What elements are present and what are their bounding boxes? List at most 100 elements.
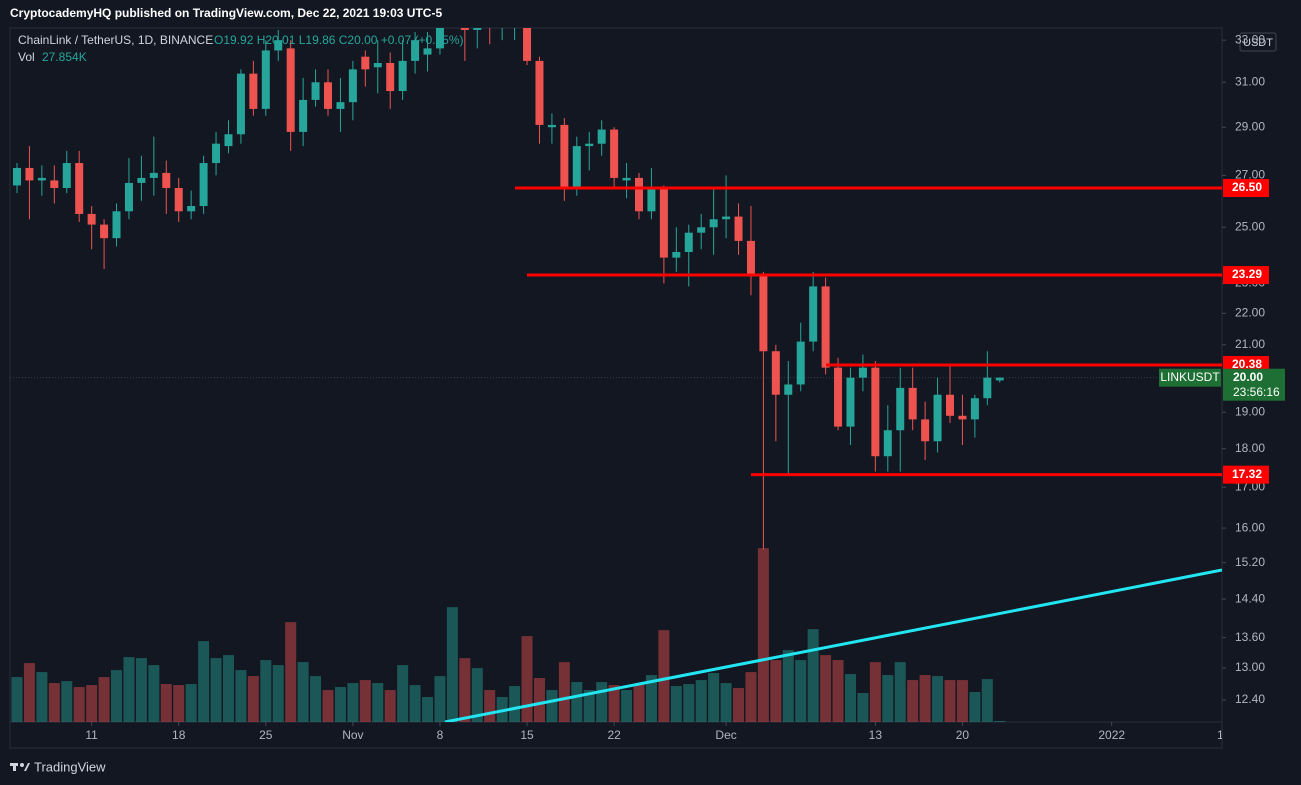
- volume-bar: [384, 690, 396, 722]
- candle-body: [236, 73, 245, 135]
- volume-bar: [36, 672, 48, 722]
- x-tick-label: 25: [259, 728, 273, 742]
- volume-bar: [956, 680, 968, 722]
- x-tick-label: 11: [85, 728, 98, 742]
- volume-bar: [347, 683, 359, 722]
- candle-body: [821, 286, 830, 368]
- volume-bar: [210, 658, 222, 722]
- candle-body: [199, 163, 208, 207]
- volume-bar: [235, 670, 247, 722]
- volume-bar: [446, 607, 458, 722]
- level-label: 26.50: [1232, 180, 1262, 194]
- candle-body: [734, 216, 743, 241]
- candle-body: [286, 48, 295, 132]
- ticker-badge: [1159, 368, 1221, 387]
- currency-badge[interactable]: [1239, 32, 1277, 52]
- candle-body: [983, 377, 992, 399]
- candle-body: [597, 129, 606, 144]
- candle-body: [896, 387, 905, 431]
- volume-bar: [745, 672, 757, 722]
- volume-bar: [708, 673, 720, 722]
- x-tick-label: 13: [869, 728, 883, 742]
- candle-body: [523, 28, 532, 61]
- candle-body: [187, 206, 196, 212]
- volume-bar: [919, 675, 931, 722]
- candle-body: [722, 216, 731, 220]
- candle-body: [124, 182, 133, 212]
- trend-line: [444, 568, 1222, 722]
- volume-bar: [670, 686, 682, 722]
- symbol: ChainLink / TetherUS, 1D, BINANCE: [18, 33, 213, 47]
- volume-bar: [198, 641, 210, 722]
- level-label: 23.29: [1232, 267, 1262, 281]
- volume-bar: [160, 684, 172, 722]
- volume-bar: [247, 676, 259, 722]
- candle-body: [970, 398, 979, 420]
- volume-bar: [882, 675, 894, 722]
- volume-bar: [894, 662, 906, 722]
- volume-bar: [61, 681, 73, 722]
- volume-bar: [558, 662, 570, 722]
- candle-body: [995, 377, 1004, 381]
- volume-bar: [48, 683, 60, 722]
- volume-bar: [795, 660, 807, 722]
- candle-body: [87, 213, 96, 225]
- volume-bar: [509, 686, 521, 722]
- volume-bar: [571, 682, 583, 722]
- y-tick-label: 21.00: [1235, 337, 1265, 351]
- volume-bar: [222, 655, 234, 722]
- volume-bar: [782, 650, 794, 722]
- candle-body: [883, 430, 892, 457]
- candle-body: [348, 69, 357, 103]
- candle-body: [261, 50, 270, 109]
- volume-bar: [148, 665, 160, 722]
- candle-body: [921, 419, 930, 442]
- volume-bar: [409, 685, 421, 722]
- level-label: 20.38: [1232, 357, 1262, 371]
- volume-bar: [334, 687, 346, 722]
- volume-legend-label: Vol: [18, 50, 35, 64]
- candle-body: [958, 415, 967, 420]
- candle-body: [324, 82, 332, 109]
- volume-bar: [683, 684, 695, 722]
- candle-body: [946, 394, 954, 416]
- volume-bar: [583, 690, 595, 722]
- candle-body: [137, 177, 146, 183]
- volume-bar: [944, 680, 956, 722]
- volume-bar: [546, 690, 558, 722]
- x-tick-label: 18: [172, 728, 186, 742]
- volume-bar: [645, 675, 657, 722]
- volume-bar: [173, 685, 185, 722]
- ohlc-legend: O19.92 H20.01 L19.86 C20.00 +0.07 (+0.35…: [214, 33, 464, 47]
- candle-body: [25, 167, 34, 181]
- candle-body: [784, 384, 793, 395]
- candle-body: [100, 224, 109, 239]
- volume-bar: [422, 697, 434, 722]
- candle-body: [759, 274, 768, 352]
- candle-body: [796, 341, 805, 385]
- volume-bar: [621, 690, 633, 722]
- volume-bar: [484, 690, 496, 722]
- candle-body: [635, 177, 643, 212]
- candle-body: [224, 134, 233, 147]
- volume-legend-value: 27.854K: [42, 50, 87, 64]
- candle-body: [908, 387, 917, 420]
- ticker-label: LINKUSDT: [1160, 370, 1220, 384]
- candle-body: [746, 240, 755, 275]
- level-badge: [1223, 465, 1269, 484]
- volume-bar: [969, 692, 981, 722]
- volume-bar: [459, 658, 471, 722]
- volume-bar: [820, 655, 832, 722]
- candle-body: [858, 367, 867, 378]
- volume-bar: [434, 676, 446, 722]
- x-tick-label: Nov: [342, 728, 363, 742]
- volume-bar: [807, 629, 819, 722]
- level-badge: [1223, 266, 1269, 285]
- volume-bar: [397, 665, 409, 722]
- candle-body: [834, 367, 843, 427]
- candle-body: [771, 351, 780, 395]
- x-tick-label: 2022: [1098, 728, 1125, 742]
- volume-bar: [832, 660, 844, 722]
